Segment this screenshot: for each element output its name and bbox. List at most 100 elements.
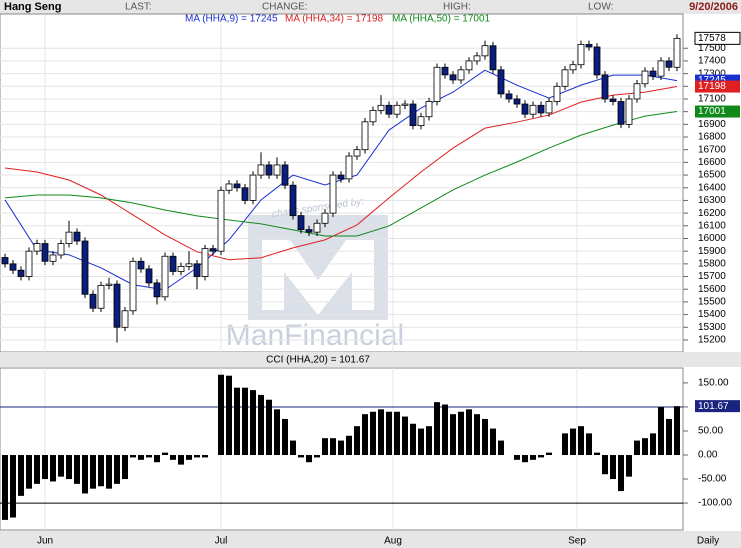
cci-bar xyxy=(578,426,584,456)
cci-bar xyxy=(34,455,40,484)
y-tick-label: 0.00 xyxy=(698,450,718,461)
cci-bar xyxy=(570,428,576,456)
cci-bar xyxy=(130,455,136,458)
candle-body xyxy=(617,101,625,125)
y-tick-label: 17400 xyxy=(698,56,726,67)
cci-title: CCI (HHA,20) = 101.67 xyxy=(266,355,370,366)
period-label: Daily xyxy=(697,536,719,547)
cci-bar xyxy=(418,428,424,456)
candle-body xyxy=(497,69,505,95)
candle-body xyxy=(465,60,473,71)
candle-body xyxy=(17,269,25,277)
cci-bar xyxy=(442,404,448,456)
y-tick-label: 16900 xyxy=(698,119,726,130)
candle-body xyxy=(569,64,577,71)
candle-body xyxy=(433,66,441,102)
value-box xyxy=(695,80,740,93)
legend-entry: MA (HHA,50) = 17001 xyxy=(392,14,491,25)
cci-bar xyxy=(218,374,224,456)
cci-bar xyxy=(258,394,264,456)
candle-body xyxy=(241,187,249,201)
cci-bar xyxy=(18,455,24,496)
candle-body xyxy=(545,101,553,114)
x-tick-label: Aug xyxy=(384,536,402,547)
candle-body xyxy=(121,310,129,328)
y-tick-label: 16000 xyxy=(698,233,726,244)
candle-body xyxy=(481,45,489,57)
cci-bar xyxy=(370,411,376,456)
candle-body xyxy=(473,55,481,62)
cci-bar xyxy=(114,455,120,484)
cci-bar xyxy=(458,411,464,456)
candle-body xyxy=(89,293,97,309)
candle-body xyxy=(337,174,345,180)
cci-bar xyxy=(178,455,184,465)
candle-body xyxy=(249,174,257,201)
candle-body xyxy=(385,104,393,115)
candle-body xyxy=(561,69,569,87)
y-tick-label: 15800 xyxy=(698,258,726,269)
candle-body xyxy=(633,83,641,100)
candle-body xyxy=(137,260,145,270)
cci-bar xyxy=(74,455,80,484)
cci-bar xyxy=(42,455,48,480)
ma-line xyxy=(4,86,678,261)
y-tick-label: 16100 xyxy=(698,220,726,231)
candle-body xyxy=(361,121,369,151)
date-axis-bar xyxy=(0,531,741,548)
candle-body xyxy=(297,215,305,231)
y-tick-label: 15700 xyxy=(698,271,726,282)
cci-bar xyxy=(58,455,64,477)
candle-body xyxy=(345,155,353,180)
candle-body xyxy=(441,66,449,76)
cci-bar xyxy=(498,440,504,456)
y-tick-label: 15500 xyxy=(698,297,726,308)
candle-body xyxy=(1,257,9,265)
candle-body xyxy=(233,183,241,189)
header-field: HIGH: xyxy=(443,2,471,13)
cci-bar xyxy=(250,390,256,456)
candle-body xyxy=(601,74,609,100)
cci-bar xyxy=(666,418,672,456)
candle-body xyxy=(185,263,193,267)
candle-body xyxy=(129,260,137,312)
candle-body xyxy=(265,164,273,176)
candle-body xyxy=(513,98,521,105)
candle-body xyxy=(529,104,537,115)
cci-bar xyxy=(618,455,624,492)
candle-body xyxy=(425,101,433,118)
cci-bar xyxy=(154,455,160,463)
candle-body xyxy=(409,103,417,127)
candle-body xyxy=(369,109,377,123)
y-tick-label: 16300 xyxy=(698,195,726,206)
cci-bar xyxy=(658,406,664,456)
cci-bar xyxy=(602,455,608,475)
cci-bar xyxy=(282,418,288,456)
cci-bar xyxy=(290,440,296,456)
cci-bar xyxy=(626,455,632,477)
cci-bar xyxy=(426,426,432,456)
header-title: Hang Seng xyxy=(4,1,61,13)
cci-bar xyxy=(522,455,528,463)
y-tick-label: 16500 xyxy=(698,170,726,181)
cci-bar xyxy=(538,455,544,458)
candle-body xyxy=(313,222,321,233)
value-box xyxy=(695,105,740,118)
cci-bar xyxy=(450,414,456,456)
candle-body xyxy=(305,229,313,233)
cci-bar xyxy=(386,411,392,456)
x-tick-label: Jun xyxy=(37,536,53,547)
cci-bar xyxy=(66,455,72,480)
cci-bar xyxy=(410,423,416,456)
candle-body xyxy=(377,104,385,111)
candle-body xyxy=(49,254,57,262)
cci-bar xyxy=(586,433,592,456)
candle-body xyxy=(225,183,233,191)
value-box-label: 17578 xyxy=(698,33,726,44)
candle-body xyxy=(457,69,465,81)
header-field: CHANGE: xyxy=(262,2,308,13)
candle-body xyxy=(57,243,65,256)
cci-bar xyxy=(346,435,352,456)
candle-body xyxy=(257,164,265,176)
y-tick-label: 16400 xyxy=(698,182,726,193)
